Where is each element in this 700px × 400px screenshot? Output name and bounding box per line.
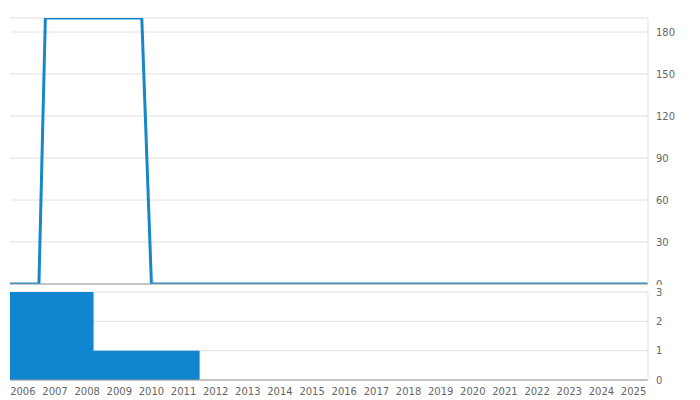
svg-text:2017: 2017: [364, 386, 389, 397]
svg-text:2008: 2008: [74, 386, 99, 397]
svg-text:60: 60: [656, 195, 669, 206]
svg-text:2013: 2013: [235, 386, 260, 397]
svg-text:2015: 2015: [299, 386, 324, 397]
svg-text:2011: 2011: [171, 386, 196, 397]
svg-text:2: 2: [656, 316, 662, 327]
svg-text:2014: 2014: [267, 386, 292, 397]
svg-text:90: 90: [656, 153, 669, 164]
svg-text:3: 3: [656, 287, 662, 298]
svg-text:2025: 2025: [621, 386, 646, 397]
svg-text:30: 30: [656, 237, 669, 248]
svg-text:0: 0: [656, 375, 662, 386]
svg-text:180: 180: [656, 27, 675, 38]
svg-text:2021: 2021: [492, 386, 517, 397]
svg-text:2009: 2009: [107, 386, 132, 397]
svg-text:2022: 2022: [524, 386, 549, 397]
svg-text:0: 0: [656, 279, 662, 285]
svg-text:2016: 2016: [332, 386, 357, 397]
svg-text:150: 150: [656, 69, 675, 80]
svg-text:1: 1: [656, 345, 662, 356]
svg-text:2012: 2012: [203, 386, 228, 397]
svg-text:2019: 2019: [428, 386, 453, 397]
svg-text:2020: 2020: [460, 386, 485, 397]
svg-text:120: 120: [656, 111, 675, 122]
svg-text:2007: 2007: [42, 386, 67, 397]
svg-text:2006: 2006: [10, 386, 35, 397]
svg-text:2018: 2018: [396, 386, 421, 397]
svg-text:2010: 2010: [139, 386, 164, 397]
svg-text:2024: 2024: [589, 386, 614, 397]
svg-text:2023: 2023: [557, 386, 582, 397]
